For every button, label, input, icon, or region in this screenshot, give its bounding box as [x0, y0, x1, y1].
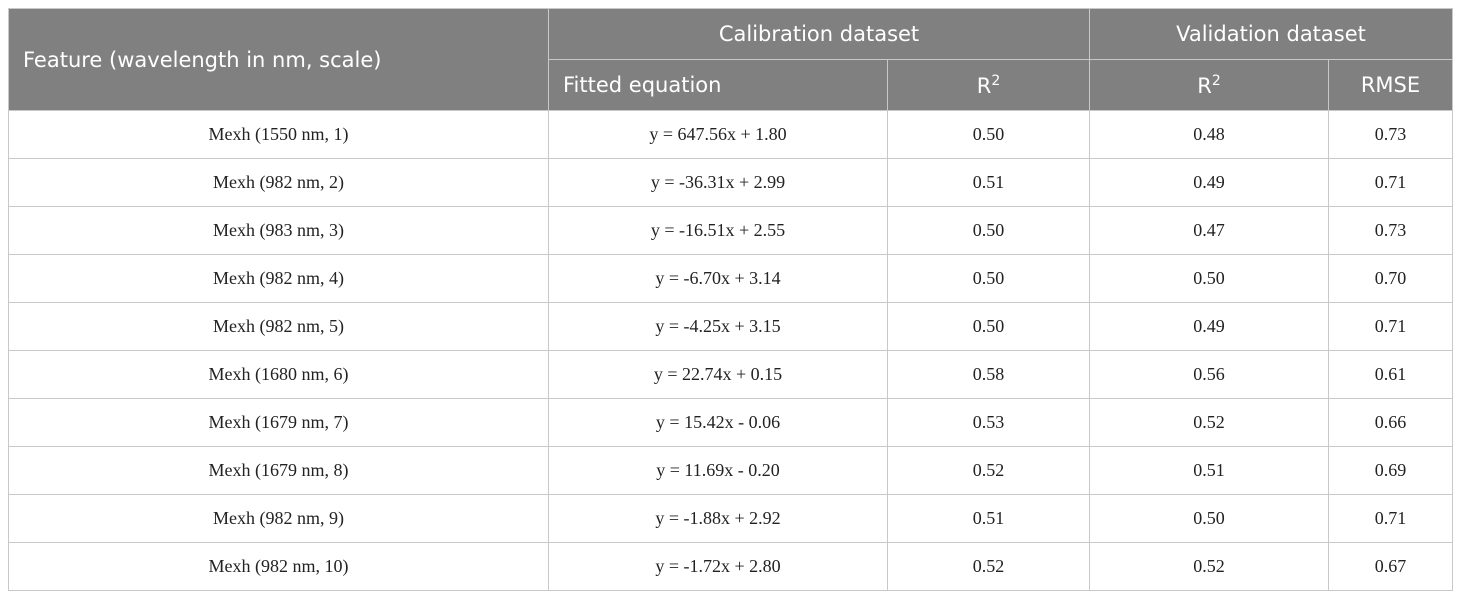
table-cell: 0.53 [887, 398, 1090, 447]
table-cell: 0.52 [1089, 398, 1329, 447]
header-row: Fitted equation R2 R2 RMSE [9, 59, 1453, 111]
table-cell: 0.73 [1328, 206, 1453, 255]
table-body: Mexh (1550 nm, 1) y = 647.56x + 1.80 0.50 0… [8, 110, 1453, 591]
table-cell: 0.71 [1328, 494, 1453, 543]
table-cell: 0.48 [1089, 110, 1329, 159]
table-row: Mexh (982 nm, 10) y = -1.72x + 2.80 0.52 0.… [8, 542, 1453, 591]
table-cell: y = -6.70x + 3.14 [548, 254, 888, 303]
results-table: Feature (wavelength in nm, scale) Calibra… [8, 8, 1453, 591]
table-row: Mexh (1679 nm, 7) y = 15.42x - 0.06 0.53 0.… [8, 398, 1453, 447]
table-cell: Mexh (1679 nm, 7) [8, 398, 549, 447]
table-cell: 0.52 [887, 446, 1090, 495]
table-cell: 0.50 [1089, 494, 1329, 543]
table-cell: y = 11.69x - 0.20 [548, 446, 888, 495]
table-cell: y = 15.42x - 0.06 [548, 398, 888, 447]
table-cell: 0.51 [887, 158, 1090, 207]
table-cell: Mexh (1679 nm, 8) [8, 446, 549, 495]
table-row: Mexh (982 nm, 2) y = -36.31x + 2.99 0.51 0.… [8, 158, 1453, 207]
table-cell: Mexh (982 nm, 2) [8, 158, 549, 207]
column-label: R [976, 73, 992, 98]
table-cell: 0.49 [1089, 302, 1329, 351]
table-cell: 0.67 [1328, 542, 1453, 591]
table-cell: 0.50 [887, 110, 1090, 159]
column-label: R [1197, 73, 1212, 98]
table-row: Mexh (983 nm, 3) y = -16.51x + 2.55 0.50 0.… [8, 206, 1453, 255]
table-cell: 0.52 [887, 542, 1090, 591]
table-cell: y = -36.31x + 2.99 [548, 158, 888, 207]
table-cell: 0.56 [1089, 350, 1329, 399]
table-row: Mexh (982 nm, 9) y = -1.88x + 2.92 0.51 0.5… [8, 494, 1453, 543]
feature-header: Feature (wavelength in nm, scale) [8, 8, 549, 111]
column-header: R2 [1089, 59, 1329, 111]
table-cell: y = -1.88x + 2.92 [548, 494, 888, 543]
table-cell: 0.61 [1328, 350, 1453, 399]
table-row: Mexh (1680 nm, 6) y = 22.74x + 0.15 0.58 0.… [8, 350, 1453, 399]
table-cell: y = 647.56x + 1.80 [548, 110, 888, 159]
table-cell: 0.50 [887, 254, 1090, 303]
table-cell: 0.50 [1089, 254, 1329, 303]
table-cell: y = -4.25x + 3.15 [548, 302, 888, 351]
table-cell: 0.58 [887, 350, 1090, 399]
column-header: R2 [887, 59, 1090, 111]
table-cell: 0.51 [1089, 446, 1329, 495]
table-cell: Mexh (982 nm, 10) [8, 542, 549, 591]
column-header: RMSE [1328, 59, 1453, 111]
group-header: Validation dataset [1089, 8, 1453, 60]
table-cell: Mexh (1680 nm, 6) [8, 350, 549, 399]
superscript: 2 [1211, 72, 1221, 89]
group-header: Calibration dataset [548, 8, 1090, 60]
table-cell: 0.49 [1089, 158, 1329, 207]
table-cell: Mexh (982 nm, 9) [8, 494, 549, 543]
table-cell: 0.50 [887, 206, 1090, 255]
table-row: Mexh (982 nm, 5) y = -4.25x + 3.15 0.50 0.4… [8, 302, 1453, 351]
table-cell: 0.51 [887, 494, 1090, 543]
table-cell: 0.70 [1328, 254, 1453, 303]
column-label: Fitted equation [563, 73, 722, 97]
table-row: Mexh (982 nm, 4) y = -6.70x + 3.14 0.50 0.5… [8, 254, 1453, 303]
table-cell: 0.52 [1089, 542, 1329, 591]
column-label: RMSE [1360, 73, 1421, 97]
table-cell: Mexh (982 nm, 5) [8, 302, 549, 351]
table-cell: Mexh (983 nm, 3) [8, 206, 549, 255]
table-header: Feature (wavelength in nm, scale) Calibra… [8, 8, 1453, 111]
table-cell: 0.47 [1089, 206, 1329, 255]
table-cell: y = -1.72x + 2.80 [548, 542, 888, 591]
table-cell: 0.71 [1328, 302, 1453, 351]
header-row: Feature (wavelength in nm, scale) Calibra… [8, 8, 1453, 111]
table-row: Mexh (1550 nm, 1) y = 647.56x + 1.80 0.50 0… [8, 110, 1453, 159]
table-cell: 0.66 [1328, 398, 1453, 447]
table-cell: 0.73 [1328, 110, 1453, 159]
table-cell: 0.50 [887, 302, 1090, 351]
superscript: 2 [991, 72, 1001, 89]
table-cell: 0.71 [1328, 158, 1453, 207]
table-cell: Mexh (982 nm, 4) [8, 254, 549, 303]
column-header: Fitted equation [548, 59, 888, 111]
table-cell: 0.69 [1328, 446, 1453, 495]
table-cell: y = 22.74x + 0.15 [548, 350, 888, 399]
table-cell: y = -16.51x + 2.55 [548, 206, 888, 255]
table-cell: Mexh (1550 nm, 1) [8, 110, 549, 159]
table-row: Mexh (1679 nm, 8) y = 11.69x - 0.20 0.52 0.… [8, 446, 1453, 495]
